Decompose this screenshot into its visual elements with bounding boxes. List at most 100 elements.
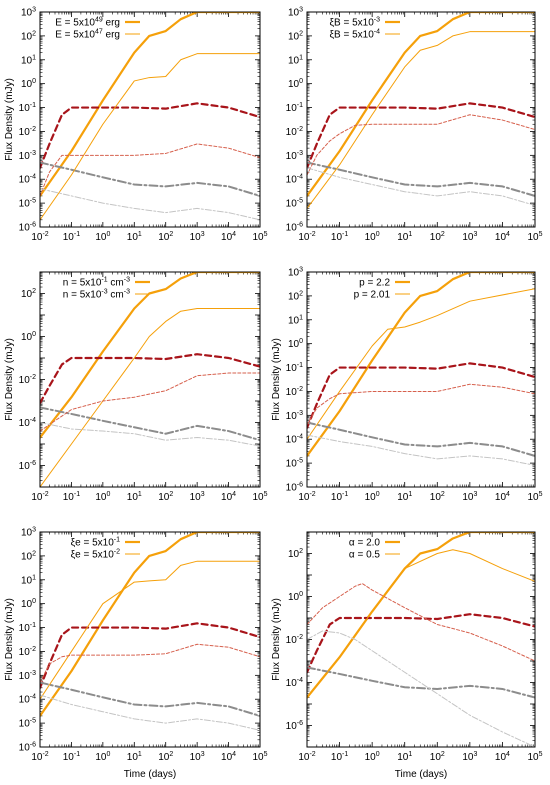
x-tick-label: 103 <box>462 491 477 503</box>
x-tick-label: 101 <box>127 751 142 763</box>
panel-3: 10-2 10-1 100 101 102 103 104 105 10-6 10-4 10-2 10… <box>4 271 268 503</box>
x-tick-label: 103 <box>190 231 205 243</box>
x-tick-label: 101 <box>127 231 142 243</box>
legend-label: ξe = 5x10-2 <box>71 549 120 561</box>
x-tick-label: 10-2 <box>298 751 315 763</box>
y-tick-label: 101 <box>288 314 303 326</box>
legend-label: E = 5x1047 erg <box>55 29 120 41</box>
y-tick-label: 10-1 <box>19 102 36 114</box>
series-line-optical-thin <box>307 549 535 699</box>
x-tick-label: 104 <box>495 751 510 763</box>
panel-4: 10-2 10-1 100 101 102 103 104 105 10-6 10-5 10-4 10… <box>271 267 543 504</box>
y-tick-label: 102 <box>288 290 303 302</box>
x-tick-label: 10-1 <box>331 231 348 243</box>
series-line-x-ray-thick <box>307 421 535 457</box>
series-line-optical-thin <box>40 308 260 487</box>
x-tick-label: 105 <box>252 231 267 243</box>
x-tick-label: 101 <box>397 751 412 763</box>
panel-1: 10-2 10-1 100 101 102 103 104 105 10-6 10-5 10-4 10… <box>4 7 268 244</box>
x-tick-label: 100 <box>95 751 110 763</box>
y-tick-label: 10-2 <box>19 374 36 386</box>
x-tick-label: 101 <box>397 491 412 503</box>
series-line-x-ray-thick <box>40 681 260 717</box>
x-tick-label: 100 <box>365 491 380 503</box>
x-tick-label: 104 <box>495 491 510 503</box>
y-tick-label: 10-3 <box>19 670 36 682</box>
y-tick-label: 102 <box>21 550 36 562</box>
series-line-radio-thin <box>40 143 260 197</box>
x-tick-label: 104 <box>221 751 236 763</box>
y-tick-label: 10-2 <box>19 126 36 138</box>
series-group <box>40 532 260 731</box>
x-tick-label: 10-1 <box>63 231 80 243</box>
series-line-radio-thick <box>40 353 260 405</box>
series-group <box>40 272 260 487</box>
y-tick-label: 10-2 <box>286 386 303 398</box>
series-line-radio-thick <box>307 362 535 429</box>
y-axis-label: Flux Density (mJy) <box>4 598 15 681</box>
y-tick-label: 10-5 <box>19 718 36 730</box>
legend-label: ξe = 5x10-1 <box>71 537 120 549</box>
y-tick-label: 10-5 <box>286 458 303 470</box>
y-tick-label: 102 <box>288 548 303 560</box>
y-tick-label: 10-6 <box>286 482 303 494</box>
legend-label: p = 2.2 <box>359 278 390 289</box>
series-line-radio-thick <box>307 102 535 169</box>
series-line-x-ray-thick <box>307 666 535 699</box>
y-tick-label: 102 <box>21 288 36 300</box>
y-tick-label: 100 <box>21 331 36 343</box>
y-tick-label: 10-2 <box>19 646 36 658</box>
x-tick-label: 103 <box>190 491 205 503</box>
series-line-optical-thin <box>40 53 260 221</box>
y-tick-label: 10-6 <box>19 460 36 472</box>
y-tick-label: 10-6 <box>19 222 36 234</box>
x-tick-label: 105 <box>527 751 542 763</box>
series-line-x-ray-thin <box>40 188 260 221</box>
y-tick-label: 10-4 <box>286 434 303 446</box>
panel-2: 10-2 10-1 100 101 102 103 104 105 10-6 10-5 10-4 10… <box>286 7 543 244</box>
series-line-radio-thick <box>40 622 260 689</box>
x-tick-label: 10-1 <box>63 491 80 503</box>
x-tick-label: 102 <box>158 231 173 243</box>
x-tick-label: 10-2 <box>31 491 48 503</box>
y-tick-label: 103 <box>21 7 36 19</box>
y-tick-label: 103 <box>288 267 303 279</box>
legend-label: p = 2.01 <box>354 290 391 301</box>
y-axis-label: Flux Density (mJy) <box>4 338 15 421</box>
plot-frame <box>39 531 261 748</box>
x-tick-label: 10-2 <box>31 231 48 243</box>
series-line-x-ray-thin <box>307 167 535 206</box>
plot-frame <box>306 11 536 228</box>
y-tick-label: 10-1 <box>19 622 36 634</box>
y-tick-label: 10-2 <box>286 634 303 646</box>
series-line-x-ray-thin <box>307 434 535 466</box>
panel-5: 10-2 10-1 100 101 102 103 104 105 10-6 10-5 10-4 10… <box>4 527 268 781</box>
series-line-optical-thick <box>40 12 260 198</box>
x-axis-label: Time (days) <box>124 769 176 780</box>
x-tick-label: 103 <box>190 751 205 763</box>
x-tick-label: 10-2 <box>298 491 315 503</box>
x-tick-label: 104 <box>221 231 236 243</box>
legend-label: ξB = 5x10-4 <box>330 29 381 41</box>
y-tick-label: 10-3 <box>286 150 303 162</box>
y-tick-label: 100 <box>21 598 36 610</box>
x-tick-label: 105 <box>527 491 542 503</box>
series-group <box>307 532 535 747</box>
y-tick-label: 10-3 <box>19 150 36 162</box>
x-tick-label: 103 <box>462 751 477 763</box>
x-tick-label: 101 <box>127 491 142 503</box>
x-tick-label: 102 <box>430 231 445 243</box>
x-tick-label: 105 <box>527 231 542 243</box>
x-tick-label: 10-2 <box>298 231 315 243</box>
y-tick-label: 101 <box>288 54 303 66</box>
y-tick-label: 103 <box>288 7 303 19</box>
y-axis-label: Flux Density (mJy) <box>4 78 15 161</box>
y-tick-label: 10-4 <box>286 174 303 186</box>
plot-frame <box>39 271 261 488</box>
y-axis-label: Flux Density (mJy) <box>271 338 282 421</box>
y-tick-label: 100 <box>21 78 36 90</box>
series-line-radio-thin <box>40 372 260 432</box>
y-tick-label: 101 <box>21 54 36 66</box>
x-tick-label: 100 <box>365 751 380 763</box>
x-tick-label: 104 <box>221 491 236 503</box>
